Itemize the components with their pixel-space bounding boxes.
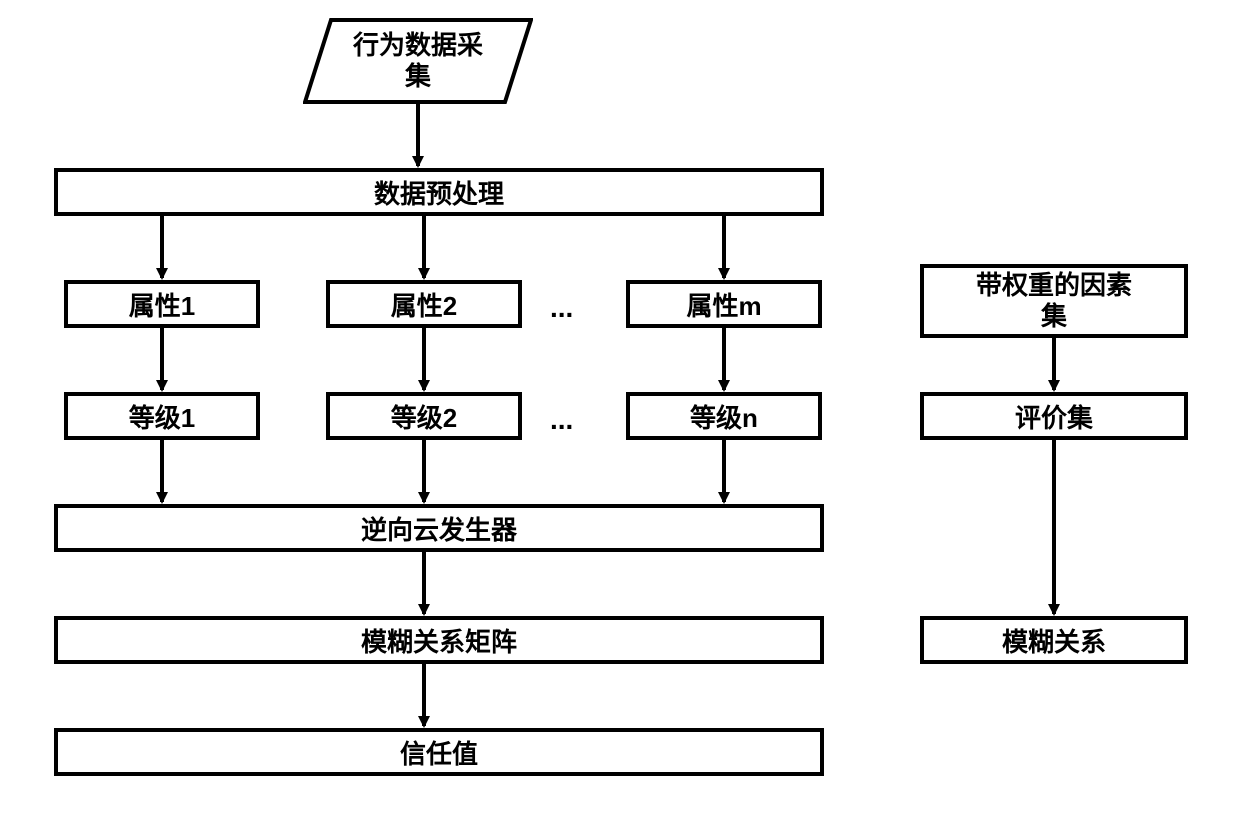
node-weighted-factors-label: 带权重的因素集 (976, 270, 1132, 332)
node-weighted-factors: 带权重的因素集 (920, 264, 1188, 338)
node-leveln-label: 等级n (690, 398, 758, 435)
node-trust-value-label: 信任值 (400, 734, 478, 771)
node-fuzzy-relation: 模糊关系 (920, 616, 1188, 664)
ellipsis-attrs: ... (550, 292, 573, 324)
node-input: 行为数据采集 (303, 18, 533, 104)
node-preprocess-label: 数据预处理 (374, 174, 504, 211)
node-level2-label: 等级2 (391, 398, 457, 435)
node-eval-set-label: 评价集 (1015, 398, 1093, 435)
node-attr2-label: 属性2 (391, 286, 457, 323)
node-preprocess: 数据预处理 (54, 168, 824, 216)
node-trust-value: 信任值 (54, 728, 824, 776)
node-cloud-gen: 逆向云发生器 (54, 504, 824, 552)
node-level1-label: 等级1 (129, 398, 195, 435)
node-fuzzy-relation-label: 模糊关系 (1002, 622, 1106, 659)
node-attrm: 属性m (626, 280, 822, 328)
node-fuzzy-matrix: 模糊关系矩阵 (54, 616, 824, 664)
node-attr1-label: 属性1 (129, 286, 195, 323)
node-eval-set: 评价集 (920, 392, 1188, 440)
node-leveln: 等级n (626, 392, 822, 440)
node-attr2: 属性2 (326, 280, 522, 328)
ellipsis-levels-label: ... (550, 404, 573, 436)
node-input-label: 行为数据采集 (353, 30, 483, 92)
node-attr1: 属性1 (64, 280, 260, 328)
node-cloud-gen-label: 逆向云发生器 (361, 510, 517, 547)
node-attrm-label: 属性m (686, 286, 761, 323)
ellipsis-attrs-label: ... (550, 292, 573, 324)
node-level2: 等级2 (326, 392, 522, 440)
node-fuzzy-matrix-label: 模糊关系矩阵 (361, 622, 517, 659)
ellipsis-levels: ... (550, 404, 573, 436)
node-level1: 等级1 (64, 392, 260, 440)
